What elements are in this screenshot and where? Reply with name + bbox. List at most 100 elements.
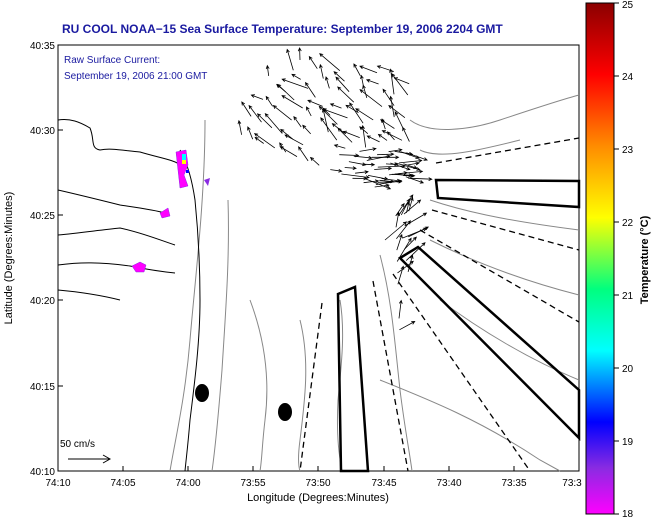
current-vector xyxy=(393,77,410,85)
current-vector xyxy=(333,71,345,82)
current-vector xyxy=(406,152,428,161)
current-vectors xyxy=(237,47,433,331)
current-vector xyxy=(403,163,418,169)
current-vector xyxy=(307,99,323,107)
current-vector xyxy=(241,101,252,117)
colorbar-tick: 25 xyxy=(622,0,634,11)
plot-area: Raw Surface Current: September 19, 2006 … xyxy=(57,44,581,473)
colorbar-tick: 22 xyxy=(622,218,634,229)
coastline xyxy=(57,119,201,472)
current-vector xyxy=(286,48,294,71)
current-vector xyxy=(382,88,395,106)
current-vector xyxy=(408,177,433,181)
current-vector xyxy=(389,95,395,118)
y-tick-label: 40:15 xyxy=(30,382,55,393)
x-tick-label: 74:00 xyxy=(175,478,200,489)
current-vector xyxy=(265,64,270,76)
current-vector xyxy=(319,53,341,72)
x-tick-label: 73:3 xyxy=(562,478,582,489)
buoy-mark xyxy=(195,384,209,402)
current-vector xyxy=(272,105,292,121)
current-vector xyxy=(291,73,301,80)
current-vector xyxy=(388,148,403,153)
current-vector xyxy=(395,202,405,217)
current-vector xyxy=(248,104,262,123)
current-vector xyxy=(377,152,395,157)
current-vector xyxy=(335,76,350,92)
current-vector xyxy=(377,133,388,141)
x-tick-label: 73:55 xyxy=(240,478,265,489)
current-vector xyxy=(293,115,302,128)
current-vector xyxy=(322,107,331,116)
current-vector xyxy=(319,63,324,79)
current-vector xyxy=(345,104,359,114)
current-vector xyxy=(405,242,426,261)
current-vector xyxy=(253,133,276,149)
colorbar-label: Temperature (°C) xyxy=(639,215,651,304)
current-vector xyxy=(302,124,311,135)
y-axis-label: Latitude (Degrees:Minutes) xyxy=(3,192,15,325)
annotation-line1: Raw Surface Current: xyxy=(64,55,160,66)
current-vector xyxy=(380,119,395,129)
current-vector xyxy=(348,161,367,167)
current-vector xyxy=(333,144,346,149)
y-tick-label: 40:20 xyxy=(30,296,55,307)
current-vector xyxy=(384,221,408,241)
current-vector xyxy=(381,130,403,141)
current-vector xyxy=(406,201,411,213)
current-vector xyxy=(304,81,316,98)
current-vector xyxy=(276,83,286,93)
current-vector xyxy=(250,94,264,100)
current-vector xyxy=(337,86,355,103)
current-vector xyxy=(395,211,400,228)
current-vector xyxy=(363,179,380,184)
x-axis: 74:10 74:05 74:00 73:55 73:50 73:45 73:4… xyxy=(45,466,582,504)
current-vector xyxy=(367,175,389,181)
current-vector xyxy=(398,194,414,216)
current-vector xyxy=(365,178,392,190)
current-vector xyxy=(359,126,369,135)
current-vector xyxy=(371,155,400,160)
current-vector xyxy=(399,158,423,164)
current-vector xyxy=(353,63,361,77)
current-vector xyxy=(329,103,342,109)
current-vector xyxy=(360,74,364,87)
current-vector xyxy=(398,299,403,319)
current-vector xyxy=(279,142,287,153)
buoy-mark xyxy=(278,403,292,421)
shipping-lanes xyxy=(299,137,581,473)
current-vector xyxy=(403,199,422,215)
scale-label: 50 cm/s xyxy=(60,439,95,450)
current-vector xyxy=(309,156,320,166)
current-vector xyxy=(402,227,428,239)
current-vector xyxy=(394,169,424,175)
current-vector xyxy=(355,108,374,121)
colorbar-tick: 21 xyxy=(622,291,634,302)
x-axis-label: Longitude (Degrees:Minutes) xyxy=(247,492,389,504)
current-vector xyxy=(331,123,346,134)
x-tick-label: 74:05 xyxy=(110,478,135,489)
current-vector xyxy=(388,105,406,119)
current-vector xyxy=(379,179,395,184)
colorbar: 25 24 23 22 21 20 19 18 Temperature (°C) xyxy=(585,0,651,518)
x-tick-label: 73:40 xyxy=(436,478,461,489)
current-vector xyxy=(374,166,393,171)
colorbar-tick: 18 xyxy=(622,509,634,518)
current-vector xyxy=(341,173,370,179)
map-title: RU COOL NOAA−15 Sea Surface Temperature:… xyxy=(62,22,503,36)
current-vector xyxy=(264,113,283,134)
current-vector xyxy=(403,173,416,178)
y-tick-label: 40:25 xyxy=(30,211,55,222)
current-vector xyxy=(374,183,390,188)
x-tick-label: 73:50 xyxy=(305,478,330,489)
current-vector xyxy=(342,130,360,138)
y-tick-label: 40:30 xyxy=(30,126,55,137)
current-vector xyxy=(254,136,264,144)
current-vector xyxy=(237,119,242,135)
current-vector xyxy=(318,105,338,125)
x-tick-label: 73:35 xyxy=(501,478,526,489)
current-vector xyxy=(399,321,416,331)
current-vector xyxy=(344,166,357,170)
current-vector xyxy=(325,76,330,89)
current-vector xyxy=(247,126,254,140)
